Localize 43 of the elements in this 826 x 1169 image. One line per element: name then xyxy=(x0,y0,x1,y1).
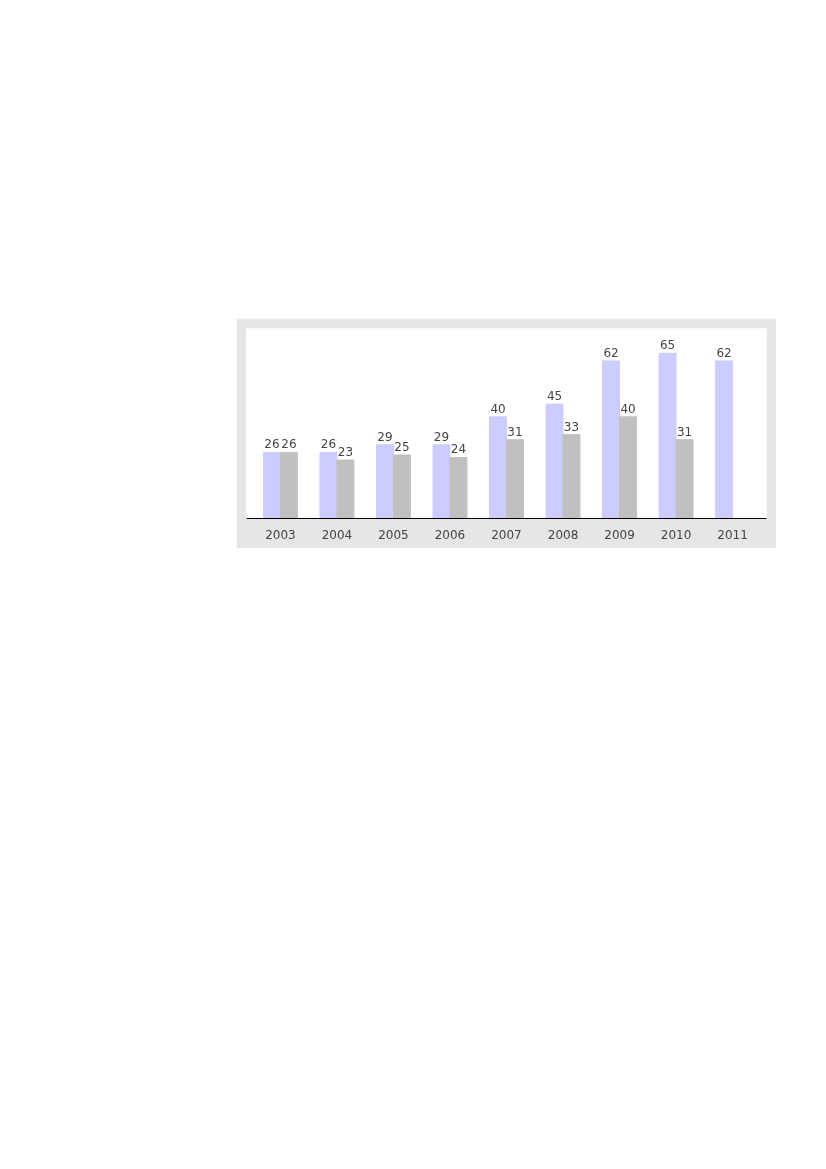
bar xyxy=(489,416,507,519)
data-label: 25 xyxy=(394,439,410,454)
data-label: 65 xyxy=(659,338,676,353)
bar xyxy=(506,439,524,519)
data-label: 26 xyxy=(320,437,337,452)
data-label: 45 xyxy=(546,389,563,404)
x-tick-label: 2010 xyxy=(660,527,692,542)
data-label: 62 xyxy=(716,345,732,360)
data-label: 29 xyxy=(377,429,393,444)
bar xyxy=(715,360,734,519)
bar xyxy=(376,444,394,519)
bar xyxy=(602,360,621,519)
data-label: 29 xyxy=(433,429,450,444)
x-tick-label: 2008 xyxy=(547,527,579,542)
bar xyxy=(619,416,637,519)
bar xyxy=(262,451,281,519)
x-tick-label: 2006 xyxy=(434,527,466,542)
data-label: 24 xyxy=(450,442,467,457)
x-tick-label: 2011 xyxy=(717,527,748,542)
bar xyxy=(449,457,468,519)
data-label: 31 xyxy=(507,424,523,439)
data-label: 26 xyxy=(281,437,297,452)
bar xyxy=(392,454,411,519)
bar xyxy=(562,434,581,519)
bar xyxy=(279,451,298,519)
bar xyxy=(675,439,694,519)
data-label: 33 xyxy=(563,419,580,434)
x-tick-label: 2009 xyxy=(604,527,635,542)
bar xyxy=(336,459,355,519)
bar xyxy=(432,444,451,519)
x-tick-label: 2005 xyxy=(378,527,409,542)
data-label: 26 xyxy=(264,437,280,452)
x-tick-label: 2004 xyxy=(321,527,353,542)
bar xyxy=(658,352,677,519)
data-label: 62 xyxy=(603,345,619,360)
bar xyxy=(319,451,338,519)
x-tick-label: 2003 xyxy=(265,527,296,542)
data-label: 40 xyxy=(490,401,506,416)
x-tick-label: 2007 xyxy=(491,527,522,542)
bar xyxy=(545,403,564,519)
data-label: 23 xyxy=(337,445,354,460)
data-label: 40 xyxy=(620,401,636,416)
data-label: 31 xyxy=(676,424,693,439)
